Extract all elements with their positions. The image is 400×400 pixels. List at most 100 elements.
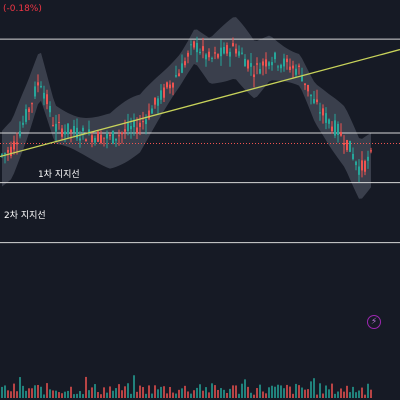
- volume-bar: [49, 389, 51, 398]
- candle-body: [52, 124, 54, 126]
- volume-bar: [106, 392, 108, 398]
- volume-bar: [259, 384, 261, 398]
- volume-bar: [232, 385, 234, 398]
- candle-body: [103, 137, 105, 139]
- candle-body: [334, 120, 336, 136]
- volume-bar: [370, 389, 372, 398]
- volume-bar: [112, 390, 114, 398]
- candle-body: [310, 94, 312, 97]
- volume-bar: [76, 393, 78, 398]
- price-change-label: (-0.18%): [3, 4, 42, 14]
- candle-body: [319, 112, 321, 114]
- volume-bar: [247, 386, 249, 398]
- volume-bar: [169, 386, 171, 398]
- volume-bar: [319, 383, 321, 398]
- volume-bar: [268, 387, 270, 398]
- volume-bar: [211, 383, 213, 398]
- candle-body: [205, 54, 207, 60]
- candle-body: [22, 122, 24, 125]
- candle-body: [91, 135, 93, 143]
- candle-body: [283, 58, 285, 67]
- volume-bar: [286, 384, 288, 398]
- volume-bar: [4, 385, 6, 398]
- candle-body: [40, 85, 42, 88]
- volume-bar: [61, 393, 63, 398]
- volume-bar: [205, 387, 207, 398]
- volume-bar: [280, 385, 282, 398]
- volume-bar: [346, 385, 348, 398]
- candle-body: [244, 58, 246, 67]
- candle-body: [346, 140, 348, 151]
- candle-body: [274, 52, 276, 60]
- volume-bar: [52, 390, 54, 398]
- volume-bar: [361, 387, 363, 398]
- candle-body: [358, 166, 360, 175]
- candle-body: [58, 121, 60, 124]
- volume-bar: [301, 387, 303, 398]
- volume-bar: [10, 391, 12, 398]
- volume-bar: [223, 389, 225, 398]
- candle-body: [337, 123, 339, 136]
- lightning-icon[interactable]: ⚡: [367, 315, 381, 329]
- candle-body: [82, 127, 84, 132]
- candle-body: [16, 142, 18, 145]
- candle-body: [259, 69, 261, 74]
- volume-bar: [136, 391, 138, 398]
- volume-bar: [118, 384, 120, 398]
- candle-body: [187, 52, 189, 57]
- candle-body: [364, 160, 366, 172]
- volume-bar: [142, 387, 144, 398]
- candle-body: [43, 92, 45, 99]
- volume-bar: [313, 378, 315, 398]
- volume-bar: [307, 389, 309, 398]
- volume-bar: [121, 390, 123, 398]
- volume-bar: [145, 393, 147, 398]
- candle-body: [220, 47, 222, 57]
- volume-bar: [250, 392, 252, 398]
- volume-bar: [157, 389, 159, 398]
- candle-body: [343, 142, 345, 145]
- candle-body: [169, 84, 171, 89]
- volume-bar: [343, 391, 345, 398]
- volume-bar: [1, 386, 3, 398]
- candle-body: [226, 45, 228, 54]
- candle-body: [295, 68, 297, 75]
- volume-bar: [208, 392, 210, 398]
- candle-body: [4, 153, 6, 155]
- volume-bar: [7, 390, 9, 398]
- candle-body: [286, 58, 288, 63]
- volume-bar: [19, 377, 21, 398]
- candle-body: [88, 129, 90, 135]
- volume-bar: [172, 392, 174, 398]
- volume-bar: [31, 388, 33, 398]
- volume-bar: [295, 383, 297, 398]
- candle-body: [262, 61, 264, 66]
- candle-body: [340, 131, 342, 136]
- volume-bar: [325, 385, 327, 398]
- candle-body: [7, 149, 9, 153]
- volume-bar: [349, 392, 351, 398]
- candle-body: [328, 119, 330, 124]
- volume-bar: [202, 390, 204, 398]
- volume-bar: [256, 388, 258, 398]
- volume-bar: [262, 391, 264, 398]
- volume-bar: [73, 394, 75, 398]
- candle-body: [184, 61, 186, 66]
- volume-bar: [355, 392, 357, 398]
- volume-bar: [214, 385, 216, 398]
- volume-bar: [328, 389, 330, 398]
- candle-body: [175, 75, 177, 77]
- volume-bar: [331, 383, 333, 398]
- candle-body: [298, 65, 300, 67]
- volume-bar: [130, 393, 132, 398]
- candle-body: [49, 106, 51, 113]
- candle-body: [289, 66, 291, 70]
- volume-bar: [58, 392, 60, 398]
- volume-bar: [253, 394, 255, 398]
- volume-bar: [316, 394, 318, 398]
- volume-bar: [88, 390, 90, 398]
- candle-body: [307, 85, 309, 92]
- candle-body: [217, 54, 219, 58]
